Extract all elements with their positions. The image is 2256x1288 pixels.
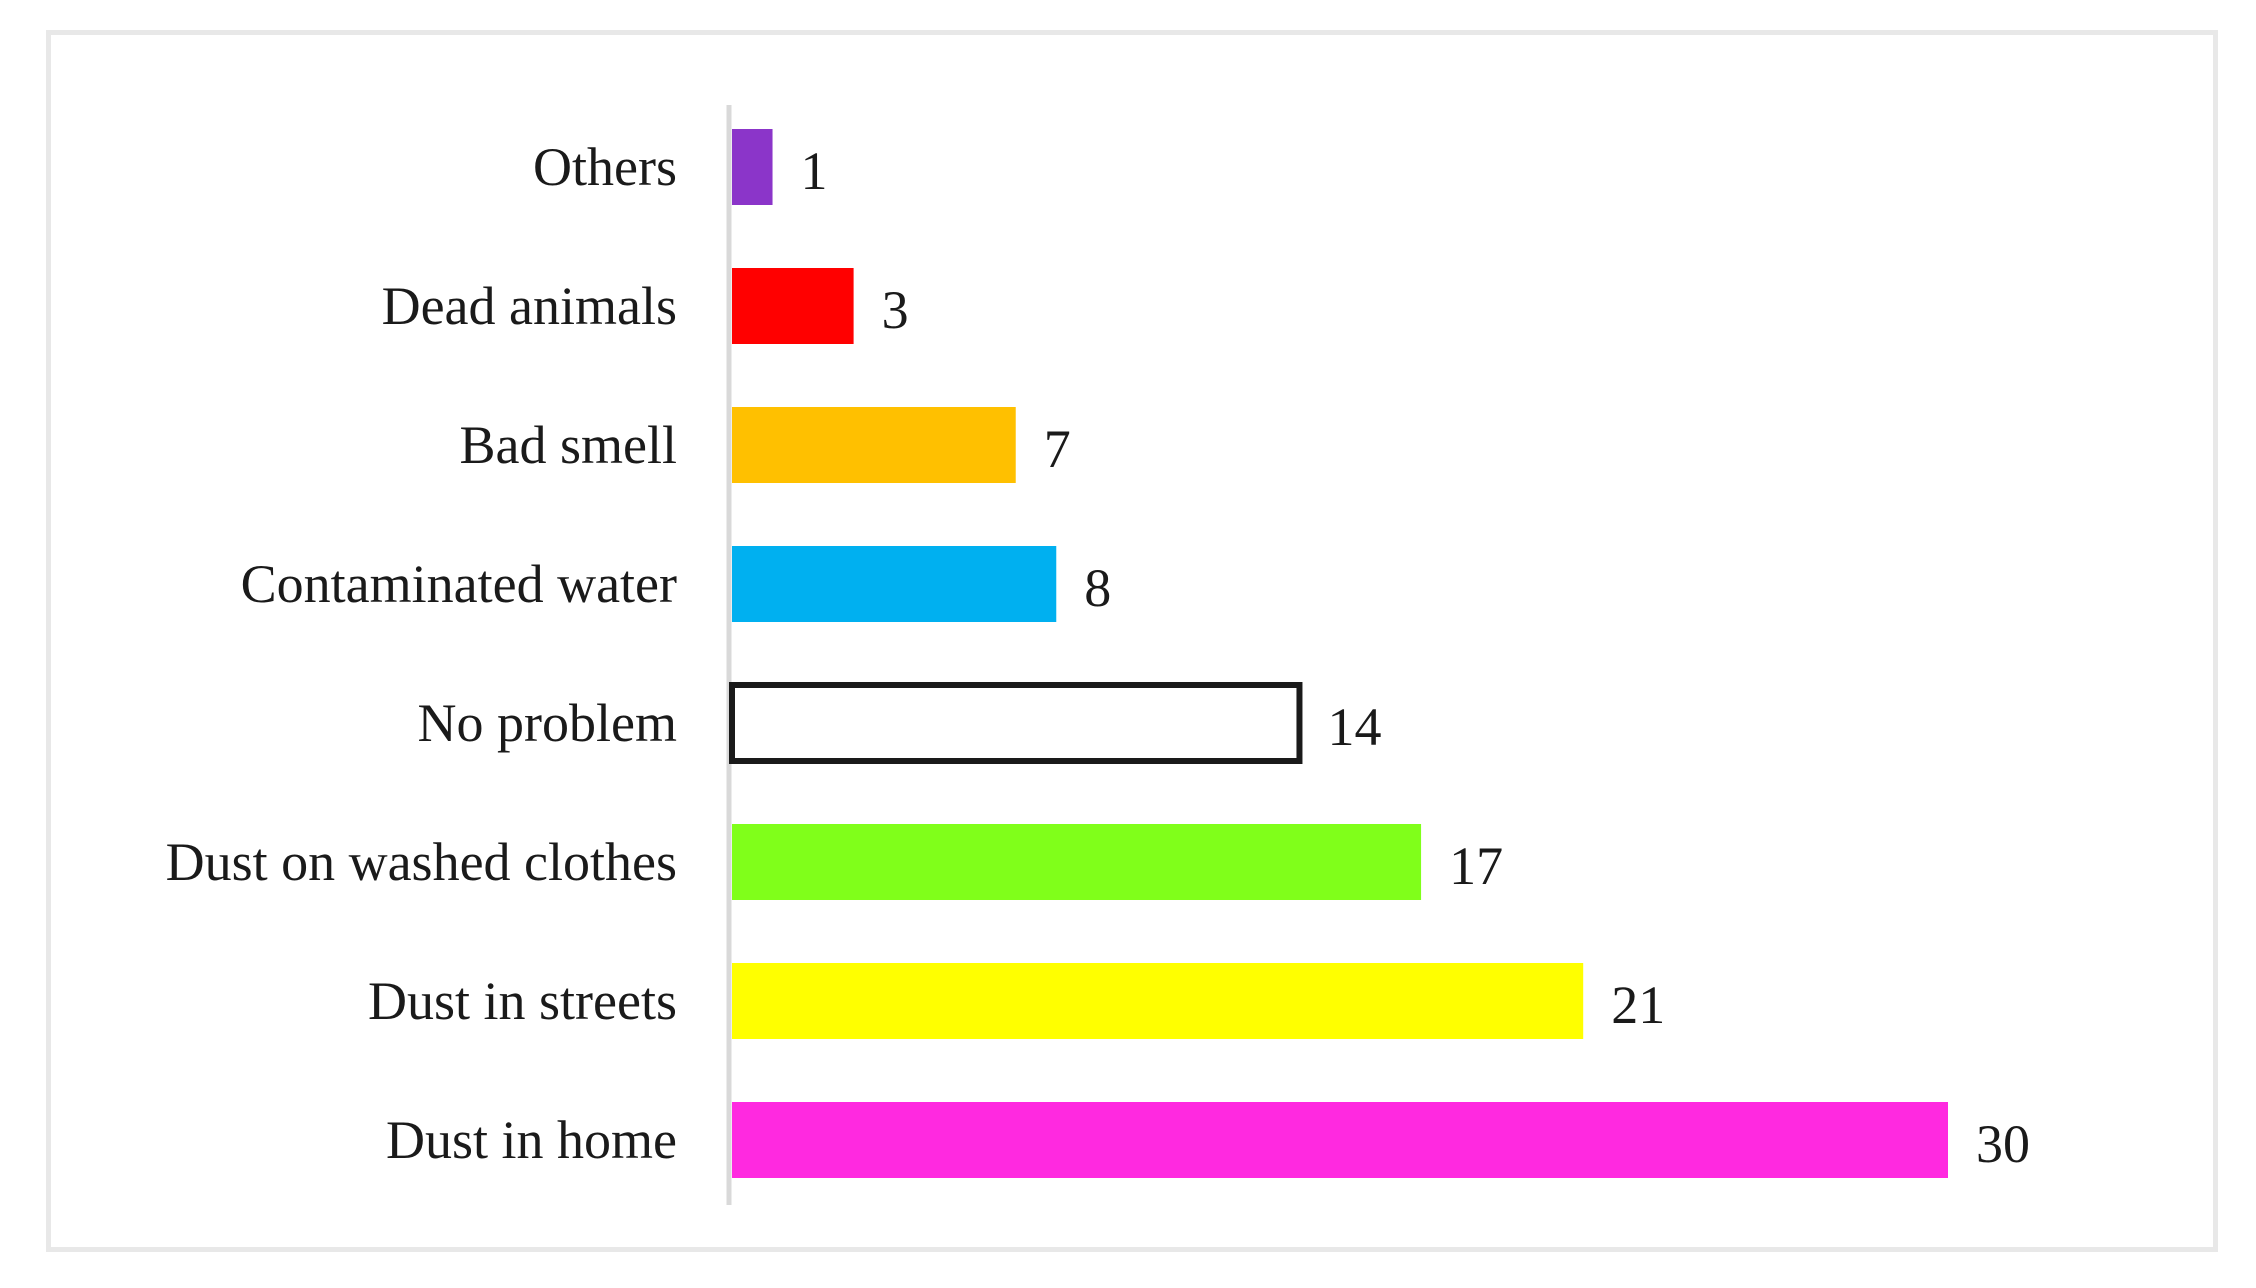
category-label-dust-in-home: Dust in home bbox=[386, 1110, 677, 1170]
category-label-no-problem: No problem bbox=[418, 693, 677, 753]
data-label-contaminated-water: 8 bbox=[1084, 558, 1111, 618]
bar-others bbox=[732, 129, 773, 205]
bar-contaminated-water bbox=[732, 546, 1057, 622]
bar-dust-in-home bbox=[732, 1102, 1948, 1178]
category-label-dead-animals: Dead animals bbox=[382, 276, 677, 336]
bar-chart: Others 1 Dead animals 3 Bad smell 7 Contaminat… bbox=[166, 105, 2030, 1205]
category-label-dust-in-streets: Dust in streets bbox=[368, 971, 677, 1031]
data-label-dust-in-home: 30 bbox=[1976, 1114, 2030, 1174]
bar-dust-in-streets bbox=[732, 963, 1584, 1039]
data-label-others: 1 bbox=[801, 141, 828, 201]
data-label-dust-on-washed-clothes: 17 bbox=[1449, 836, 1503, 896]
data-label-bad-smell: 7 bbox=[1044, 419, 1071, 479]
data-label-no-problem: 14 bbox=[1327, 697, 1381, 757]
data-label-dead-animals: 3 bbox=[882, 280, 909, 340]
category-label-others: Others bbox=[533, 137, 677, 197]
bar-no-problem bbox=[729, 682, 1303, 764]
data-label-dust-in-streets: 21 bbox=[1611, 975, 1665, 1035]
category-label-dust-on-washed-clothes: Dust on washed clothes bbox=[166, 832, 677, 892]
bar-dust-on-washed-clothes bbox=[732, 824, 1422, 900]
category-label-bad-smell: Bad smell bbox=[460, 415, 677, 475]
category-label-contaminated-water: Contaminated water bbox=[241, 554, 677, 614]
bar-bad-smell bbox=[732, 407, 1016, 483]
chart-frame: Others 1 Dead animals 3 Bad smell 7 Contaminat… bbox=[46, 30, 2218, 1252]
bar-dead-animals bbox=[732, 268, 854, 344]
